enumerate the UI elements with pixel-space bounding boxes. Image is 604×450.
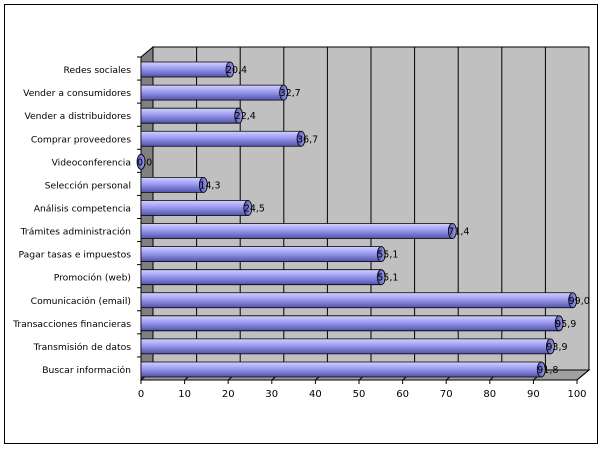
x-tick-label: 10 xyxy=(178,389,191,400)
data-label: 93,9 xyxy=(546,342,567,353)
x-tick-label: 60 xyxy=(396,389,409,400)
data-label: 95,9 xyxy=(555,319,576,330)
data-label: 24,5 xyxy=(244,203,265,214)
category-label: Promoción (web) xyxy=(54,273,131,284)
bar-end-cap xyxy=(568,292,578,309)
data-label: 20,4 xyxy=(226,65,247,76)
category-label: Análisis competencia xyxy=(34,203,131,214)
bar-end-cap xyxy=(234,107,244,124)
category-label: Pagar tasas e impuestos xyxy=(19,250,132,261)
bar xyxy=(140,223,457,239)
bar xyxy=(140,130,306,147)
x-tick-label: 100 xyxy=(567,389,586,400)
bar-end-cap xyxy=(225,61,235,78)
x-tick-label: 30 xyxy=(265,389,278,400)
data-label: 36,7 xyxy=(297,134,318,145)
bar-end-cap xyxy=(546,338,555,355)
data-label: 71,4 xyxy=(448,227,469,238)
category-label: Videoconferencia xyxy=(52,157,131,168)
x-tick-label: 90 xyxy=(527,389,540,400)
x-tick-label: 20 xyxy=(222,389,235,400)
x-tick-label: 40 xyxy=(309,389,322,400)
category-label: Vender a consumidores xyxy=(23,88,131,99)
data-label: 22,4 xyxy=(235,111,256,122)
category-label: Redes sociales xyxy=(64,65,132,76)
bar xyxy=(140,269,386,286)
bar xyxy=(140,338,555,355)
category-label: Comprar proveedores xyxy=(31,134,131,145)
bar-end-cap xyxy=(554,315,564,332)
bar xyxy=(140,200,253,216)
x-tick-label: 70 xyxy=(440,389,453,400)
bar-end-cap xyxy=(376,269,386,286)
x-tick-label: 80 xyxy=(483,389,496,400)
bar-end-cap xyxy=(296,130,306,147)
bar xyxy=(140,292,577,309)
data-label: 55,1 xyxy=(377,250,398,261)
bar xyxy=(140,176,208,193)
data-label: 91,8 xyxy=(537,365,558,376)
bar-end-cap xyxy=(136,153,146,170)
bar xyxy=(140,361,546,378)
bar-end-cap xyxy=(447,223,457,239)
data-label: 14,3 xyxy=(199,180,220,191)
x-tick-label: 0 xyxy=(138,389,144,400)
category-label: Trámites administración xyxy=(20,227,131,238)
x-tick-label: 50 xyxy=(353,389,366,400)
bar-end-cap xyxy=(279,84,288,101)
bar xyxy=(140,61,235,78)
data-label: 0,0 xyxy=(137,157,152,168)
bar-end-cap xyxy=(376,246,386,263)
bar xyxy=(140,315,564,332)
category-label: Transmisión de datos xyxy=(33,342,132,353)
bar-end-cap xyxy=(536,361,546,378)
bar-end-cap xyxy=(243,200,253,216)
bar xyxy=(140,107,244,124)
data-label: 32,7 xyxy=(280,88,301,99)
data-label: 55,1 xyxy=(377,273,398,284)
category-label: Selección personal xyxy=(45,180,131,191)
gridline-floor xyxy=(576,369,590,381)
bar xyxy=(140,246,386,263)
category-label: Buscar información xyxy=(42,365,131,376)
bar xyxy=(140,84,288,101)
bar-end-cap xyxy=(198,176,208,193)
data-label: 99,0 xyxy=(569,296,590,307)
category-label: Vender a distribuidores xyxy=(24,111,131,122)
category-label: Comunicación (email) xyxy=(31,296,131,307)
category-label: Transacciones financieras xyxy=(12,319,131,330)
